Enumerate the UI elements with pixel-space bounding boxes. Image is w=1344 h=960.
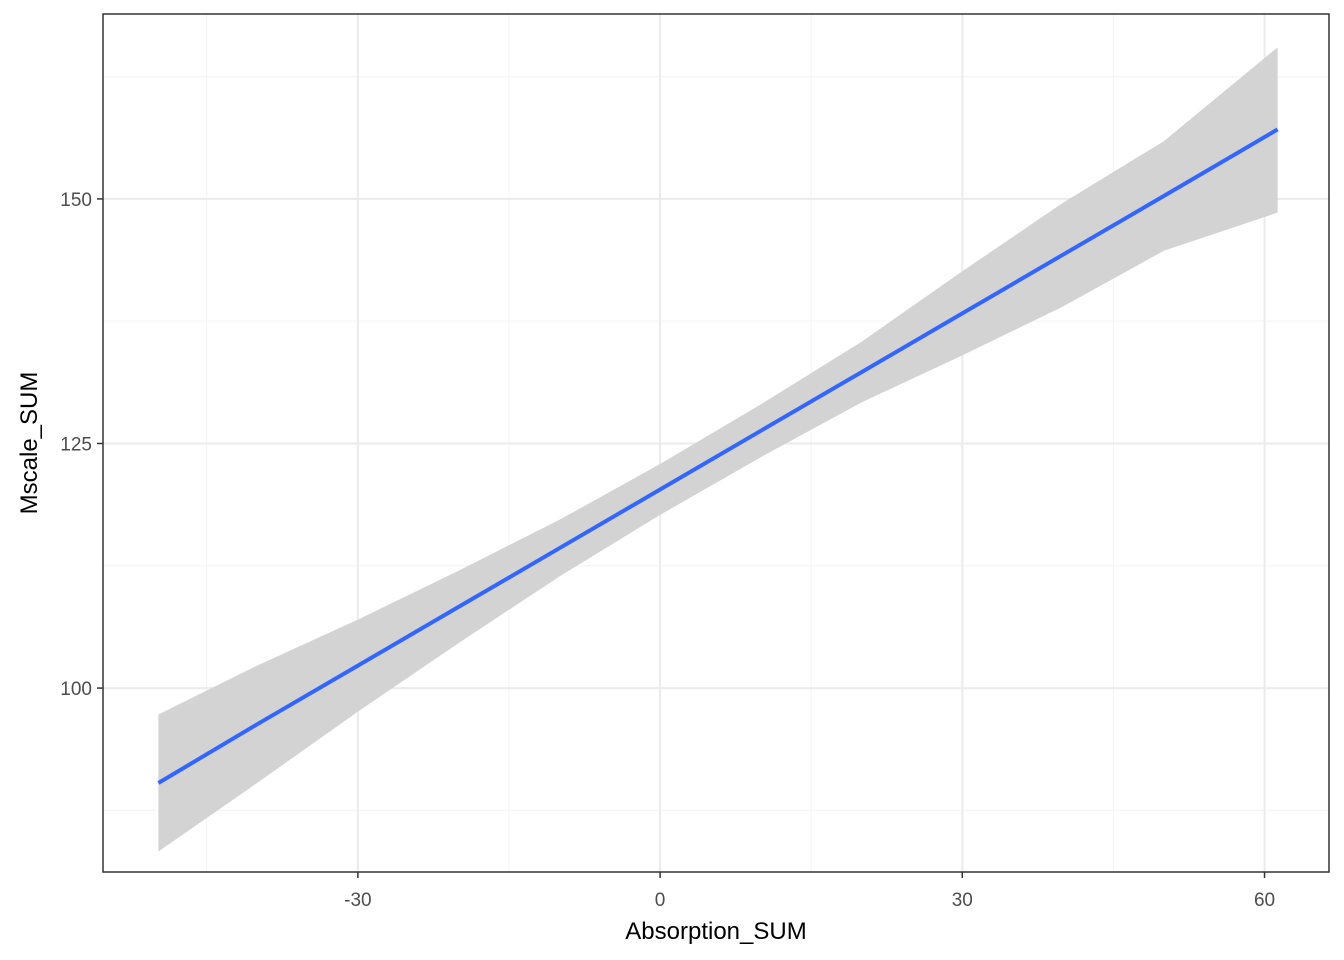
x-axis: -30 0 30 60: [344, 872, 1275, 911]
plot-panel: [102, 13, 1330, 873]
x-tick-label: 60: [1254, 890, 1275, 911]
y-tick-label: 100: [60, 679, 92, 700]
y-axis: 100 125 150: [60, 190, 103, 700]
x-tick-label: -30: [344, 890, 371, 911]
y-axis-title: Mscale_SUM: [16, 372, 43, 515]
confidence-ribbon: [158, 47, 1278, 852]
y-tick-label: 125: [60, 434, 92, 455]
regression-line: [157, 127, 1279, 785]
x-tick-label: 0: [655, 890, 666, 911]
x-axis-title: Absorption_SUM: [625, 918, 806, 945]
y-tick-label: 150: [60, 190, 92, 211]
x-tick-label: 30: [952, 890, 973, 911]
